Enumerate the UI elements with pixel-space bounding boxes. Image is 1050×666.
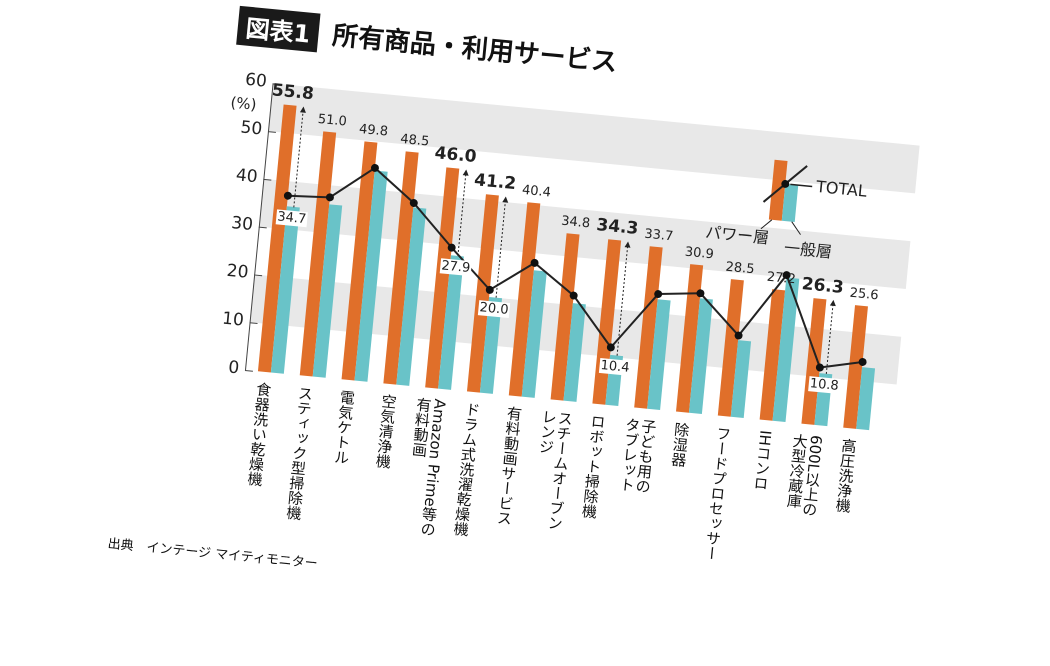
- total-point: [734, 331, 743, 340]
- total-point: [485, 285, 494, 294]
- gap-arrow: [825, 301, 834, 374]
- total-point: [283, 191, 292, 200]
- gap-arrow-head: [502, 196, 509, 203]
- gap-arrow: [495, 198, 507, 298]
- gap-arrow-head: [299, 106, 306, 113]
- total-point: [815, 363, 824, 372]
- total-point: [325, 193, 334, 202]
- total-point: [858, 357, 867, 366]
- total-point: [606, 343, 615, 352]
- gap-arrow-head: [462, 169, 469, 176]
- gap-arrow: [616, 243, 629, 356]
- legend-general-label: 一般層: [783, 238, 833, 262]
- total-point: [569, 291, 578, 300]
- total-point: [696, 289, 705, 298]
- total-point: [447, 243, 456, 252]
- gap-arrow-head: [829, 299, 836, 307]
- gap-arrow: [293, 108, 304, 208]
- total-point: [782, 271, 791, 280]
- total-point: [370, 163, 379, 172]
- legend: TOTAL パワー層 一般層: [37, 0, 1050, 262]
- total-point: [654, 290, 663, 299]
- total-point: [530, 258, 539, 267]
- gap-arrow-head: [624, 241, 631, 248]
- total-point: [409, 199, 418, 208]
